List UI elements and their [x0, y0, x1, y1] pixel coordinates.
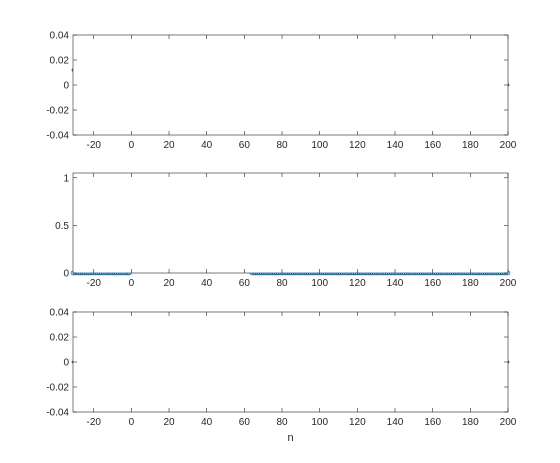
- x-tick-label: -20: [86, 140, 101, 151]
- y-tick-label: -0.04: [46, 131, 69, 142]
- y-tick-label: 0.04: [50, 308, 70, 319]
- x-tick-label: 140: [387, 140, 404, 151]
- axes-middle-window: -20 0 20 40 60 80 100 120 140 160 180 200 0 0.5 1: [55, 172, 517, 289]
- axes-frame: [72, 172, 509, 274]
- x-tick-label: 20: [163, 278, 175, 289]
- x-tick-label: 0: [129, 278, 135, 289]
- y-tick-label: 1: [63, 173, 69, 184]
- x-tick-label: 80: [276, 140, 288, 151]
- axes-frame: [72, 34, 509, 136]
- y-tick-label: 0: [63, 358, 69, 369]
- x-tick-label: 100: [311, 417, 328, 428]
- x-tick-label: 120: [349, 140, 366, 151]
- x-tick-label: 120: [349, 278, 366, 289]
- y-tick-label: -0.04: [46, 408, 69, 419]
- axes-top-sinusoid: -20 0 20 40 60 80 100 120 140 160 180 200 -0.04 -0.02…: [46, 31, 517, 152]
- x-tick-label: 200: [500, 140, 517, 151]
- y-tick-label: 0: [63, 269, 69, 280]
- x-tick-label: 40: [201, 140, 213, 151]
- x-tick-label: 160: [424, 417, 441, 428]
- x-tick-label: 180: [462, 417, 479, 428]
- x-tick-label: 160: [424, 140, 441, 151]
- axes-bottom-windowed-sinusoid: -20 0 20 40 60 80 100 120 140 160 180 200 -0.04 -0.02…: [46, 308, 517, 445]
- y-tick-label: 0: [63, 81, 69, 92]
- x-tick-label: 60: [239, 140, 251, 151]
- x-tick-label: 120: [349, 417, 366, 428]
- x-tick-label: 200: [500, 278, 517, 289]
- x-tick-label: 80: [276, 417, 288, 428]
- x-tick-label: 60: [239, 417, 251, 428]
- x-tick-label: 40: [201, 417, 213, 428]
- x-tick-label: 40: [201, 278, 213, 289]
- x-tick-label: 20: [163, 140, 175, 151]
- y-tick-label: -0.02: [46, 383, 69, 394]
- y-tick-label: -0.02: [46, 106, 69, 117]
- x-tick-label: 0: [129, 140, 135, 151]
- x-tick-label: 100: [311, 140, 328, 151]
- y-tick-label: 0.5: [55, 221, 69, 232]
- x-tick-label: 180: [462, 140, 479, 151]
- x-tick-label: 200: [500, 417, 517, 428]
- x-tick-label: 0: [129, 417, 135, 428]
- y-tick-label: 0.04: [50, 31, 70, 42]
- x-tick-label: 20: [163, 417, 175, 428]
- axes-frame: [72, 311, 509, 413]
- x-tick-label: 80: [276, 278, 288, 289]
- y-tick-label: 0.02: [50, 333, 70, 344]
- x-tick-label: 140: [387, 278, 404, 289]
- x-tick-label: -20: [86, 278, 101, 289]
- x-tick-label: 100: [311, 278, 328, 289]
- x-tick-label: 140: [387, 417, 404, 428]
- x-tick-label: 60: [239, 278, 251, 289]
- y-tick-label: 0.02: [50, 56, 70, 67]
- x-axis-label: n: [287, 432, 293, 444]
- x-tick-label: 160: [424, 278, 441, 289]
- x-tick-label: -20: [86, 417, 101, 428]
- x-tick-label: 180: [462, 278, 479, 289]
